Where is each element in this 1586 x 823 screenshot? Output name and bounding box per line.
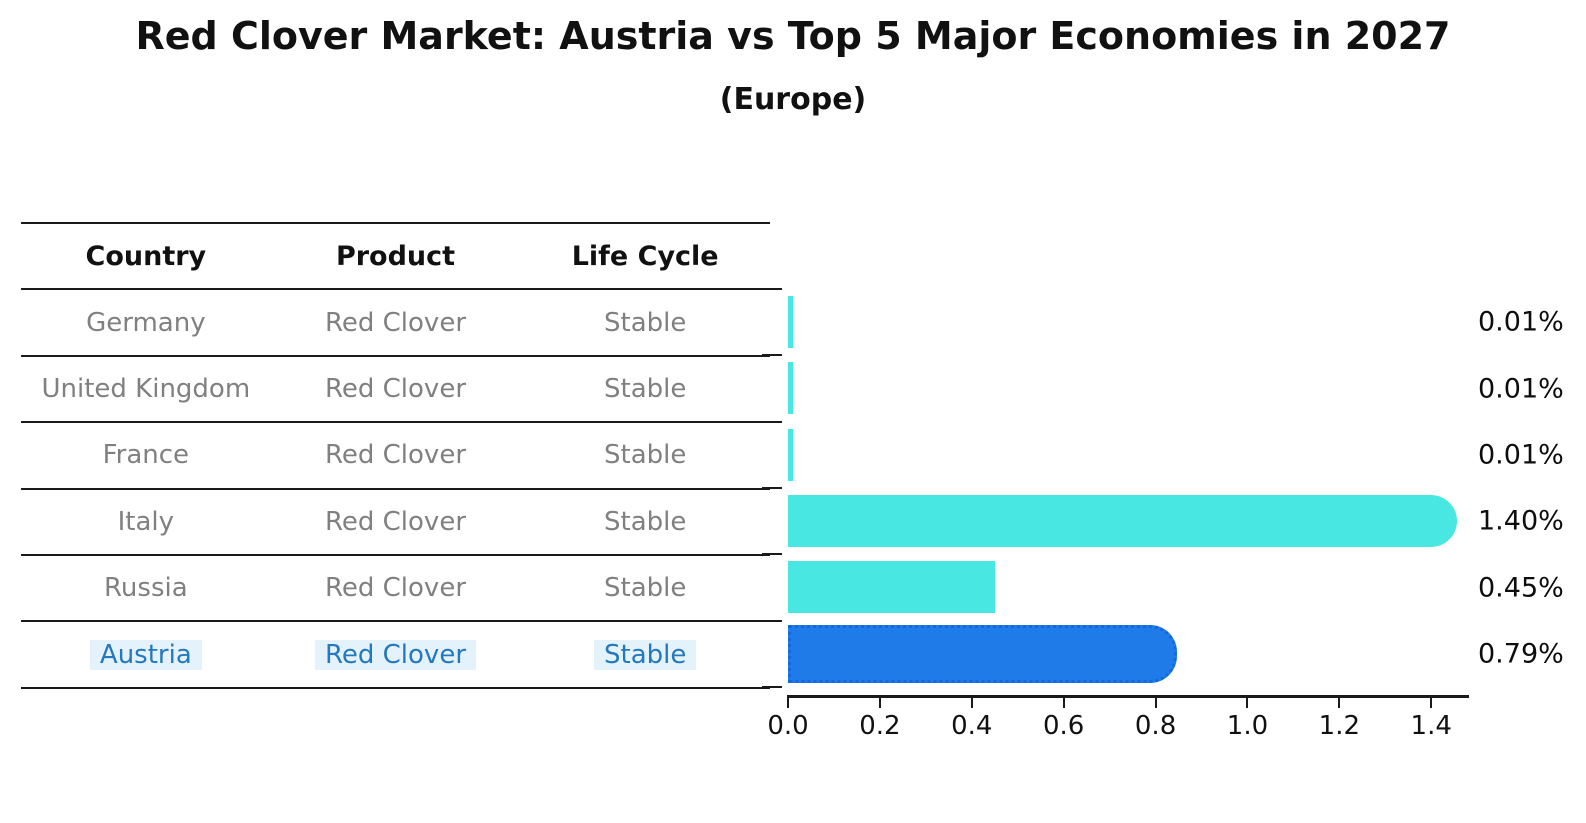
cell-lifecycle: Stable <box>604 573 687 604</box>
y-axis-tick <box>762 686 782 688</box>
bar-russia <box>788 561 995 614</box>
header-product: Product <box>335 240 456 272</box>
y-axis-tick <box>762 354 782 357</box>
tick-label: 0.2 <box>859 711 901 741</box>
bar-value-germany: 0.01% <box>1478 306 1564 338</box>
cell-country: Austria <box>21 639 271 670</box>
tick-mark <box>1246 695 1249 708</box>
tick-label: 1.2 <box>1318 711 1361 741</box>
cell-lifecycle: Stable <box>604 373 687 404</box>
table-header-row: Country Product Life Cycle <box>21 224 770 291</box>
bar-italy <box>788 495 1458 547</box>
chart-title: Red Clover Market: Austria vs Top 5 Majo… <box>135 14 1451 58</box>
cell-country: Italy <box>117 506 175 537</box>
tick-label: 0.8 <box>1134 711 1177 741</box>
bar-germany <box>788 296 793 348</box>
bar-value-russia: 0.45% <box>1478 572 1564 603</box>
tick-mark <box>1430 695 1433 708</box>
x-axis-line <box>788 695 1469 698</box>
plot-area <box>762 288 1468 688</box>
cell-product: Red Clover <box>271 639 521 670</box>
cell-lifecycle: Stable <box>604 506 687 537</box>
bar-austria <box>788 624 1177 683</box>
table-row-austria: Austria Red Clover Stable <box>21 622 770 689</box>
cell-lifecycle: Stable <box>604 440 687 471</box>
y-axis-tick <box>762 487 782 489</box>
tick-label: 1.4 <box>1410 711 1452 741</box>
cell-country: France <box>102 440 190 471</box>
header-lifecycle: Life Cycle <box>571 240 719 272</box>
tick-mark <box>1338 695 1341 708</box>
bar-value-united-kingdom: 0.01% <box>1478 373 1564 404</box>
tick-mark <box>787 695 789 708</box>
bar-value-france: 0.01% <box>1478 439 1564 471</box>
cell-product: Red Clover <box>324 573 467 604</box>
y-axis-tick <box>762 619 782 622</box>
cell-country: Germany <box>86 307 206 338</box>
table-row-united-kingdom: United Kingdom Red Clover Stable <box>21 357 770 424</box>
table-row-germany: Germany Red Clover Stable <box>21 290 770 357</box>
y-axis-tick <box>762 553 782 556</box>
tick-mark <box>878 695 881 708</box>
bar-value-austria: 0.79% <box>1478 638 1564 670</box>
table-row-italy: Italy Red Clover Stable <box>21 490 770 556</box>
tick-label: 0.6 <box>1042 711 1085 741</box>
bar-france <box>788 428 793 481</box>
tick-label: 0.4 <box>951 711 993 741</box>
cell-product: Red Clover <box>324 373 467 404</box>
cell-product: Red Clover <box>324 440 467 471</box>
cell-product: Red Clover <box>324 307 467 338</box>
bar-value-italy: 1.40% <box>1478 505 1564 537</box>
y-axis-tick <box>762 288 782 290</box>
cell-lifecycle: Stable <box>520 639 770 670</box>
tick-mark <box>1154 695 1157 708</box>
cell-lifecycle: Stable <box>604 307 687 338</box>
table-row-russia: Russia Red Clover Stable <box>21 556 770 623</box>
table-row-france: France Red Clover Stable <box>21 423 770 490</box>
chart-subtitle: (Europe) <box>719 82 867 117</box>
header-country: Country <box>85 240 207 272</box>
tick-mark <box>970 695 973 708</box>
bar-united-kingdom <box>788 362 793 415</box>
cell-product: Red Clover <box>324 506 467 537</box>
cell-country: Russia <box>104 573 188 604</box>
cell-country: United Kingdom <box>41 373 251 404</box>
tick-label: 1.0 <box>1226 711 1269 741</box>
tick-mark <box>1062 695 1065 708</box>
y-axis-tick <box>762 420 782 423</box>
tick-label: 0.0 <box>767 711 809 741</box>
country-table: Country Product Life Cycle Germany Red C… <box>21 222 770 689</box>
